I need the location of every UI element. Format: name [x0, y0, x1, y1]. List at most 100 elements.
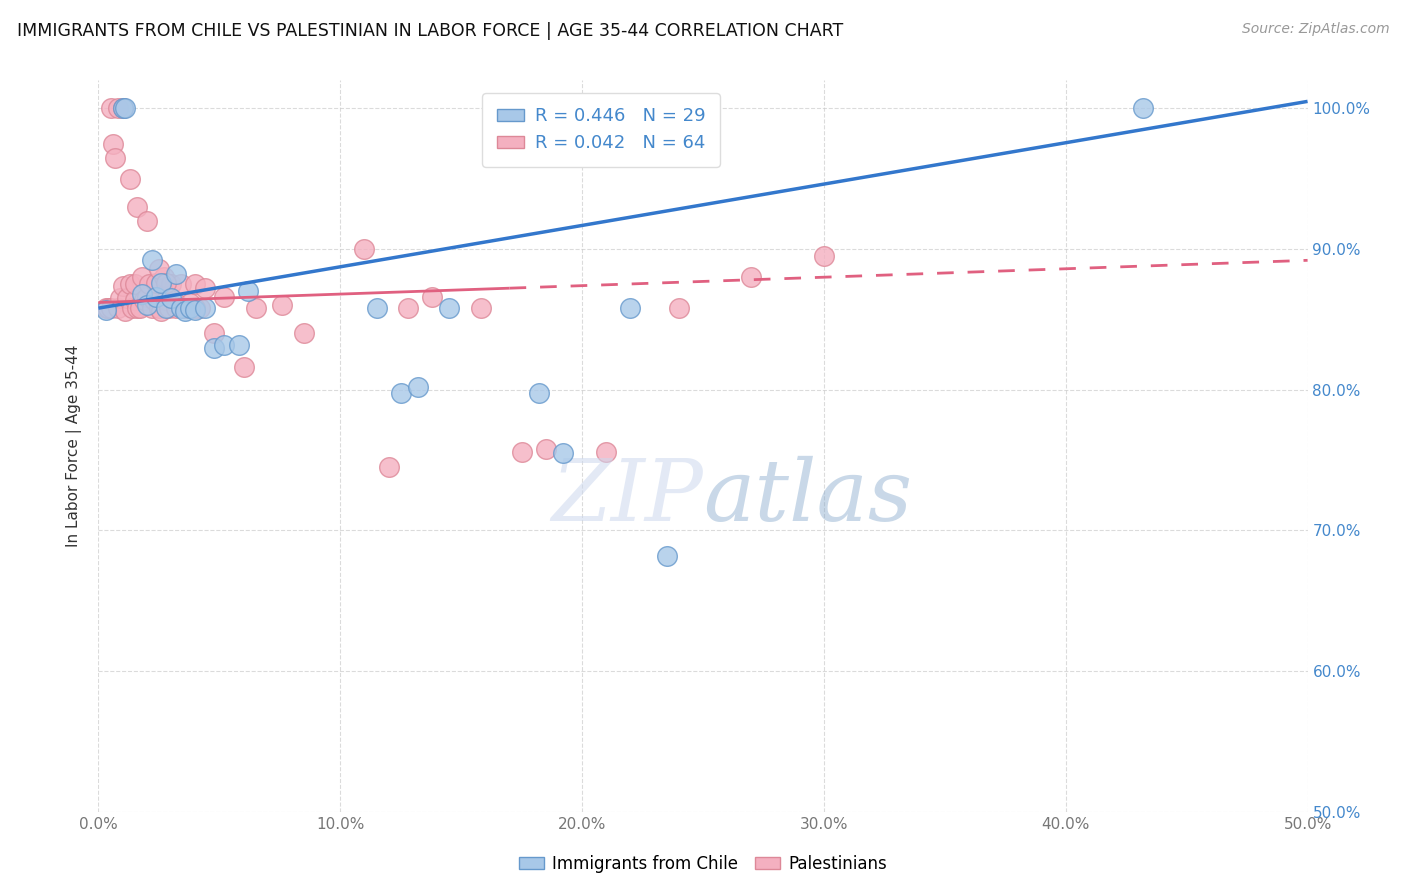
Point: [135, 290, 157, 304]
Point: [232, 360, 254, 375]
Legend: R = 0.446   N = 29, R = 0.042   N = 64: R = 0.446 N = 29, R = 0.042 N = 64: [482, 93, 720, 167]
Legend: Immigrants from Chile, Palestinians: Immigrants from Chile, Palestinians: [512, 848, 894, 880]
Point: [184, 277, 207, 292]
Point: [155, 276, 177, 290]
Point: [228, 337, 250, 351]
Point: [194, 301, 217, 315]
Point: [114, 304, 136, 318]
Point: [174, 301, 197, 315]
Point: [470, 301, 492, 315]
Point: [188, 301, 211, 315]
Point: [396, 301, 419, 315]
Point: [406, 380, 429, 394]
Text: atlas: atlas: [703, 456, 912, 539]
Point: [534, 442, 557, 456]
Point: [100, 301, 122, 315]
Point: [245, 301, 267, 315]
Point: [437, 301, 460, 315]
Point: [212, 290, 235, 304]
Point: [212, 337, 235, 351]
Point: [114, 102, 136, 116]
Point: [108, 291, 131, 305]
Point: [655, 549, 678, 563]
Point: [813, 249, 835, 263]
Point: [619, 301, 641, 315]
Point: [124, 277, 146, 292]
Point: [668, 301, 690, 315]
Point: [1132, 102, 1154, 116]
Point: [111, 278, 134, 293]
Point: [160, 277, 183, 292]
Point: [135, 214, 157, 228]
Text: ZIP: ZIP: [551, 456, 703, 539]
Point: [121, 301, 143, 315]
Point: [143, 293, 166, 307]
Point: [165, 268, 187, 282]
Y-axis label: In Labor Force | Age 35-44: In Labor Force | Age 35-44: [66, 345, 83, 547]
Point: [174, 304, 197, 318]
Point: [107, 102, 129, 116]
Point: [104, 151, 127, 165]
Point: [169, 301, 191, 315]
Point: [141, 301, 163, 315]
Point: [100, 102, 122, 116]
Point: [353, 242, 375, 256]
Point: [150, 276, 173, 290]
Point: [118, 277, 141, 292]
Point: [366, 301, 388, 315]
Point: [148, 301, 170, 315]
Point: [150, 304, 173, 318]
Point: [127, 200, 149, 214]
Point: [138, 277, 160, 292]
Point: [131, 287, 153, 301]
Point: [420, 290, 443, 304]
Point: [551, 446, 574, 460]
Point: [238, 285, 260, 299]
Point: [97, 301, 120, 315]
Text: Source: ZipAtlas.com: Source: ZipAtlas.com: [1241, 22, 1389, 37]
Point: [124, 293, 146, 307]
Point: [141, 253, 163, 268]
Point: [107, 301, 129, 315]
Point: [179, 301, 201, 315]
Point: [135, 298, 157, 312]
Point: [145, 276, 167, 290]
Point: [740, 270, 762, 285]
Point: [127, 301, 149, 315]
Point: [94, 302, 117, 317]
Point: [389, 385, 412, 400]
Point: [117, 291, 139, 305]
Point: [510, 444, 533, 458]
Point: [148, 261, 170, 276]
Point: [134, 293, 156, 307]
Point: [155, 301, 177, 315]
Point: [377, 460, 399, 475]
Point: [184, 302, 207, 317]
Point: [271, 298, 294, 312]
Point: [118, 171, 141, 186]
Point: [145, 290, 167, 304]
Point: [157, 301, 180, 315]
Point: [128, 301, 150, 315]
Point: [179, 295, 201, 310]
Point: [169, 277, 191, 292]
Point: [165, 295, 187, 310]
Point: [174, 301, 197, 315]
Point: [165, 301, 187, 315]
Point: [160, 291, 183, 305]
Text: IMMIGRANTS FROM CHILE VS PALESTINIAN IN LABOR FORCE | AGE 35-44 CORRELATION CHAR: IMMIGRANTS FROM CHILE VS PALESTINIAN IN …: [17, 22, 844, 40]
Point: [595, 444, 617, 458]
Point: [101, 136, 124, 151]
Point: [152, 270, 174, 285]
Point: [184, 301, 207, 315]
Point: [527, 385, 550, 400]
Point: [155, 293, 177, 307]
Point: [111, 102, 134, 116]
Point: [131, 270, 153, 285]
Point: [292, 326, 315, 341]
Point: [94, 301, 117, 315]
Point: [111, 102, 134, 116]
Point: [194, 281, 217, 295]
Point: [204, 341, 226, 355]
Point: [204, 326, 226, 341]
